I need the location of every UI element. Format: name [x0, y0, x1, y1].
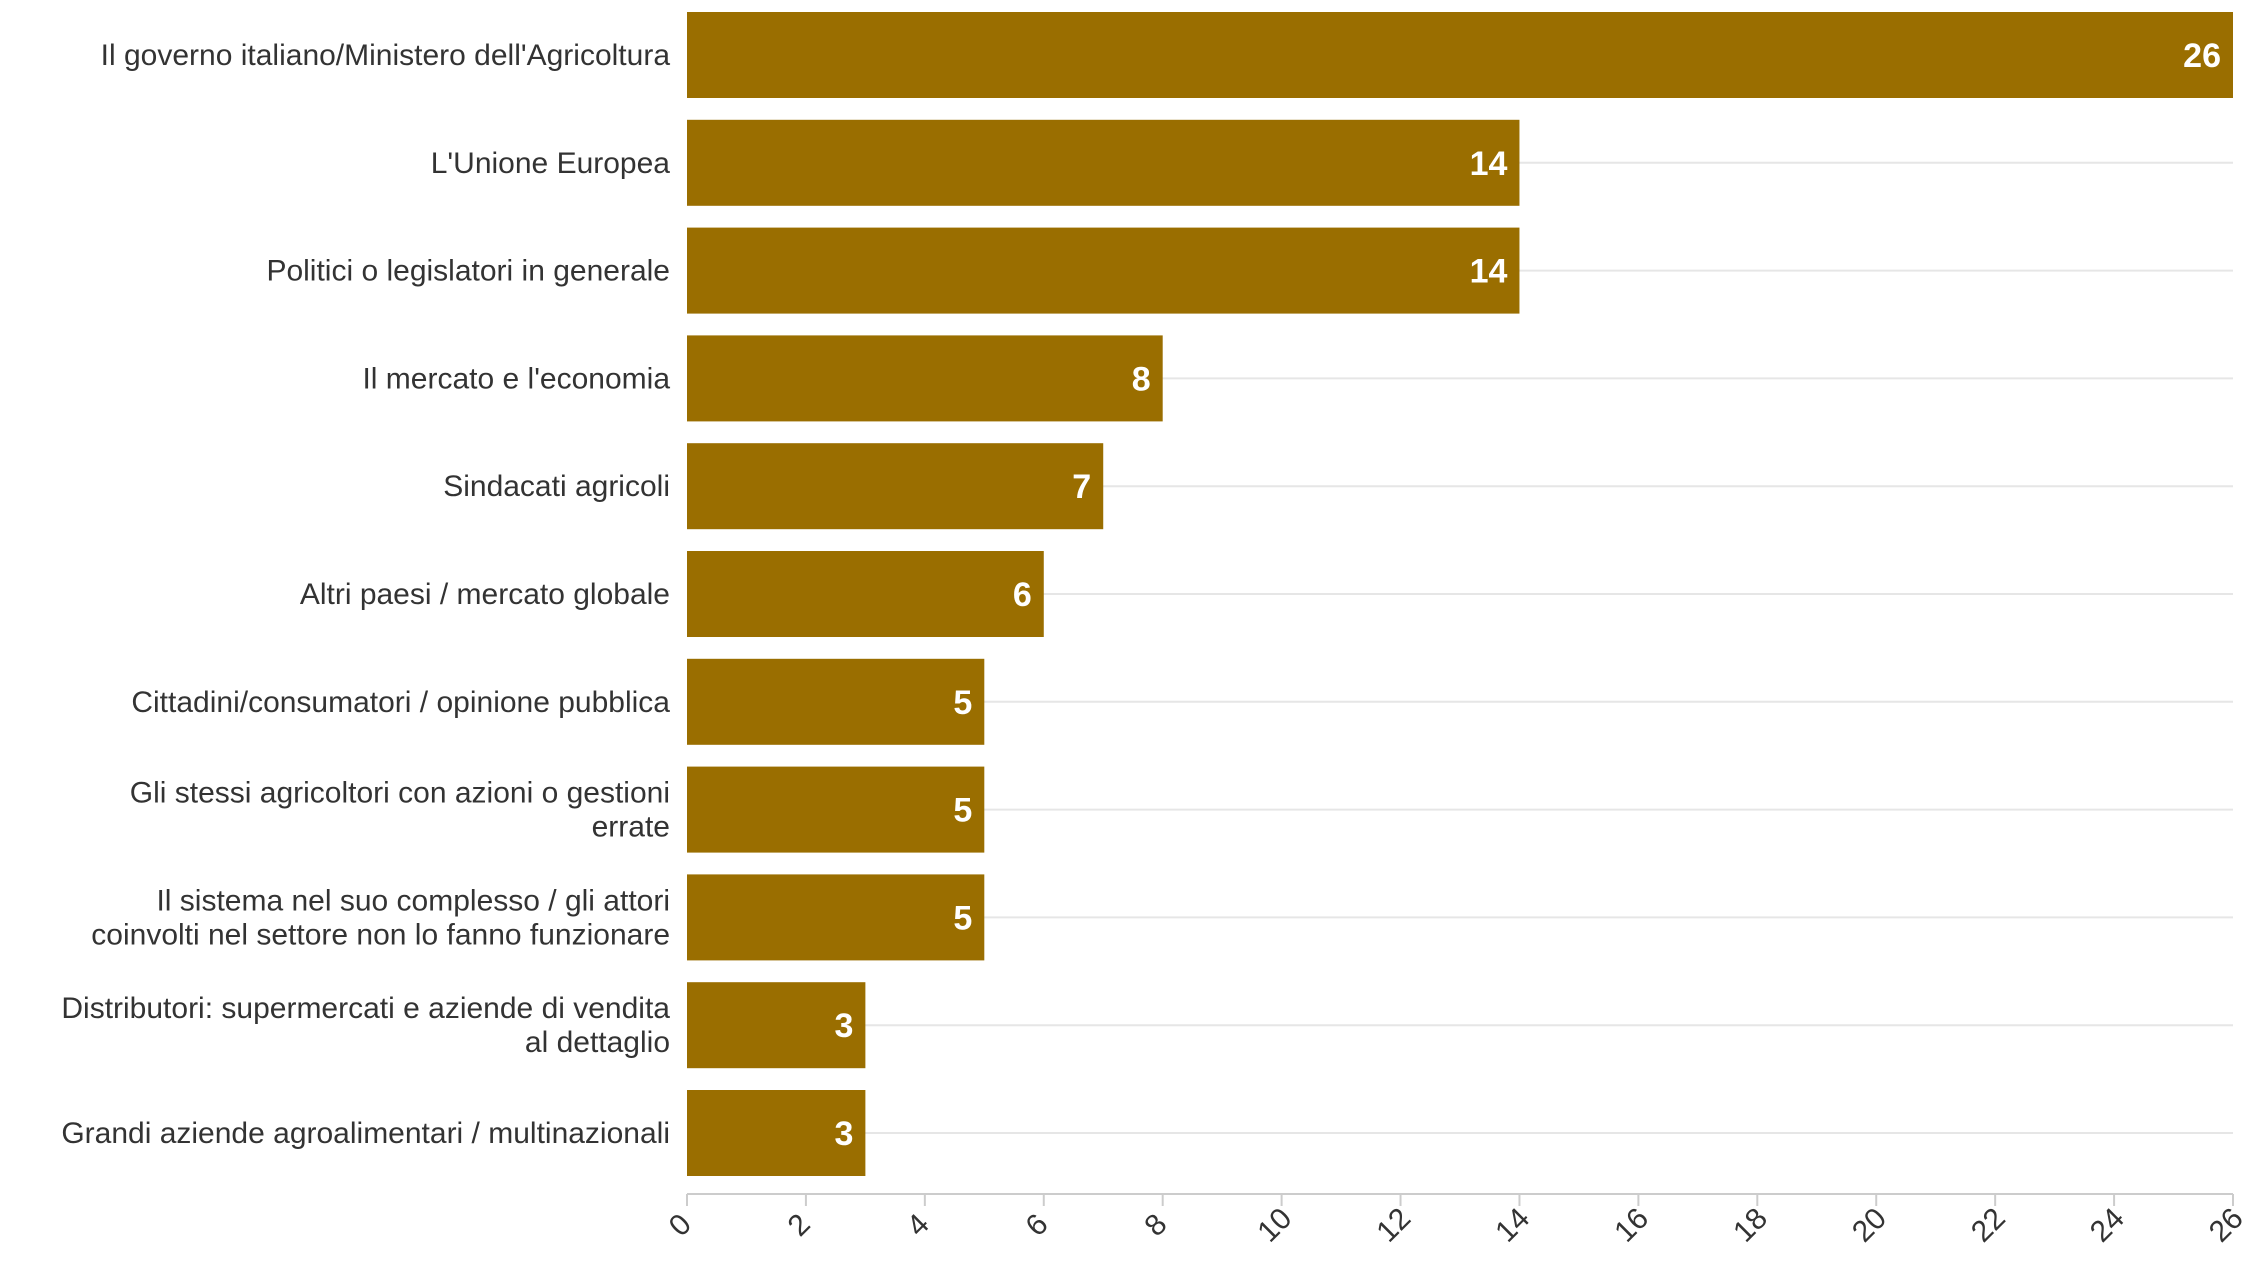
value-label: 14 [1470, 145, 1508, 183]
category-label: Politici o legislatori in generale [266, 255, 670, 288]
value-labels: 26 14 14 8 7 6 5 5 5 3 3 [834, 37, 2221, 1153]
category-label-line: L'Unione Europea [431, 147, 671, 180]
category-label-line: Distributori: supermercati e aziende di … [61, 992, 670, 1025]
bar [687, 982, 866, 1069]
x-tick-label: 8 [1138, 1208, 1173, 1243]
bar [687, 12, 2233, 98]
category-label: Grandi aziende agroalimentari / multinaz… [61, 1117, 670, 1150]
category-label-line: Grandi aziende agroalimentari / multinaz… [61, 1117, 670, 1150]
category-label: Distributori: supermercati e aziende di … [61, 992, 670, 1059]
bar [687, 443, 1104, 530]
value-label: 5 [953, 899, 972, 937]
bar [687, 1090, 866, 1176]
x-tick-label: 10 [1251, 1202, 1298, 1249]
bar [687, 658, 985, 745]
value-label: 3 [834, 1007, 853, 1045]
category-labels: Il governo italiano/Ministero dell'Agric… [61, 39, 670, 1150]
category-label: Sindacati agricoli [443, 470, 670, 503]
category-label: Altri paesi / mercato globale [300, 578, 670, 611]
x-tick-label: 24 [2084, 1202, 2131, 1249]
value-label: 5 [953, 792, 972, 830]
x-tick-label: 0 [663, 1208, 698, 1243]
x-tick-label: 26 [2203, 1202, 2247, 1249]
x-tick-label: 2 [782, 1208, 817, 1243]
value-label: 6 [1013, 576, 1032, 614]
category-label-line: coinvolti nel settore non lo fanno funzi… [91, 918, 670, 951]
x-tick-label: 14 [1489, 1202, 1536, 1249]
x-tick-label: 22 [1965, 1202, 2012, 1249]
category-label: Cittadini/consumatori / opinione pubblic… [131, 686, 670, 719]
category-label: L'Unione Europea [431, 147, 671, 180]
x-tick-label: 20 [1846, 1202, 1893, 1249]
x-tick-label: 16 [1608, 1202, 1655, 1249]
category-label-line: al dettaglio [525, 1026, 670, 1059]
category-label-line: errate [592, 811, 670, 844]
value-label: 3 [834, 1115, 853, 1153]
category-label-line: Cittadini/consumatori / opinione pubblic… [131, 686, 670, 719]
category-label-line: Altri paesi / mercato globale [300, 578, 670, 611]
bar [687, 227, 1520, 314]
x-tick-label: 18 [1727, 1202, 1774, 1249]
bar [687, 119, 1520, 206]
x-tick-label: 4 [901, 1208, 936, 1243]
category-label-line: Sindacati agricoli [443, 470, 670, 503]
bars [687, 12, 2233, 1176]
bar [687, 551, 1044, 637]
value-label: 14 [1470, 253, 1508, 291]
category-label-line: Il mercato e l'economia [362, 362, 670, 395]
value-label: 5 [953, 684, 972, 722]
value-label: 7 [1072, 468, 1091, 506]
x-axis: 0 2 4 6 8 10 12 14 16 18 20 22 24 26 [663, 1193, 2247, 1249]
category-label: Gli stessi agricoltori con azioni o gest… [130, 777, 670, 844]
value-label: 8 [1132, 360, 1151, 398]
bar [687, 874, 985, 961]
category-label-line: Il sistema nel suo complesso / gli attor… [156, 884, 670, 917]
bar [687, 335, 1163, 422]
category-label-line: Gli stessi agricoltori con azioni o gest… [130, 777, 670, 810]
category-label: Il mercato e l'economia [362, 362, 670, 395]
x-tick-label: 6 [1019, 1208, 1054, 1243]
category-label: Il sistema nel suo complesso / gli attor… [91, 884, 670, 951]
category-label-line: Il governo italiano/Ministero dell'Agric… [101, 39, 671, 72]
category-label: Il governo italiano/Ministero dell'Agric… [101, 39, 671, 72]
value-label: 26 [2183, 37, 2221, 75]
category-label-line: Politici o legislatori in generale [266, 255, 670, 288]
x-tick-label: 12 [1370, 1202, 1417, 1249]
bar [687, 766, 985, 853]
